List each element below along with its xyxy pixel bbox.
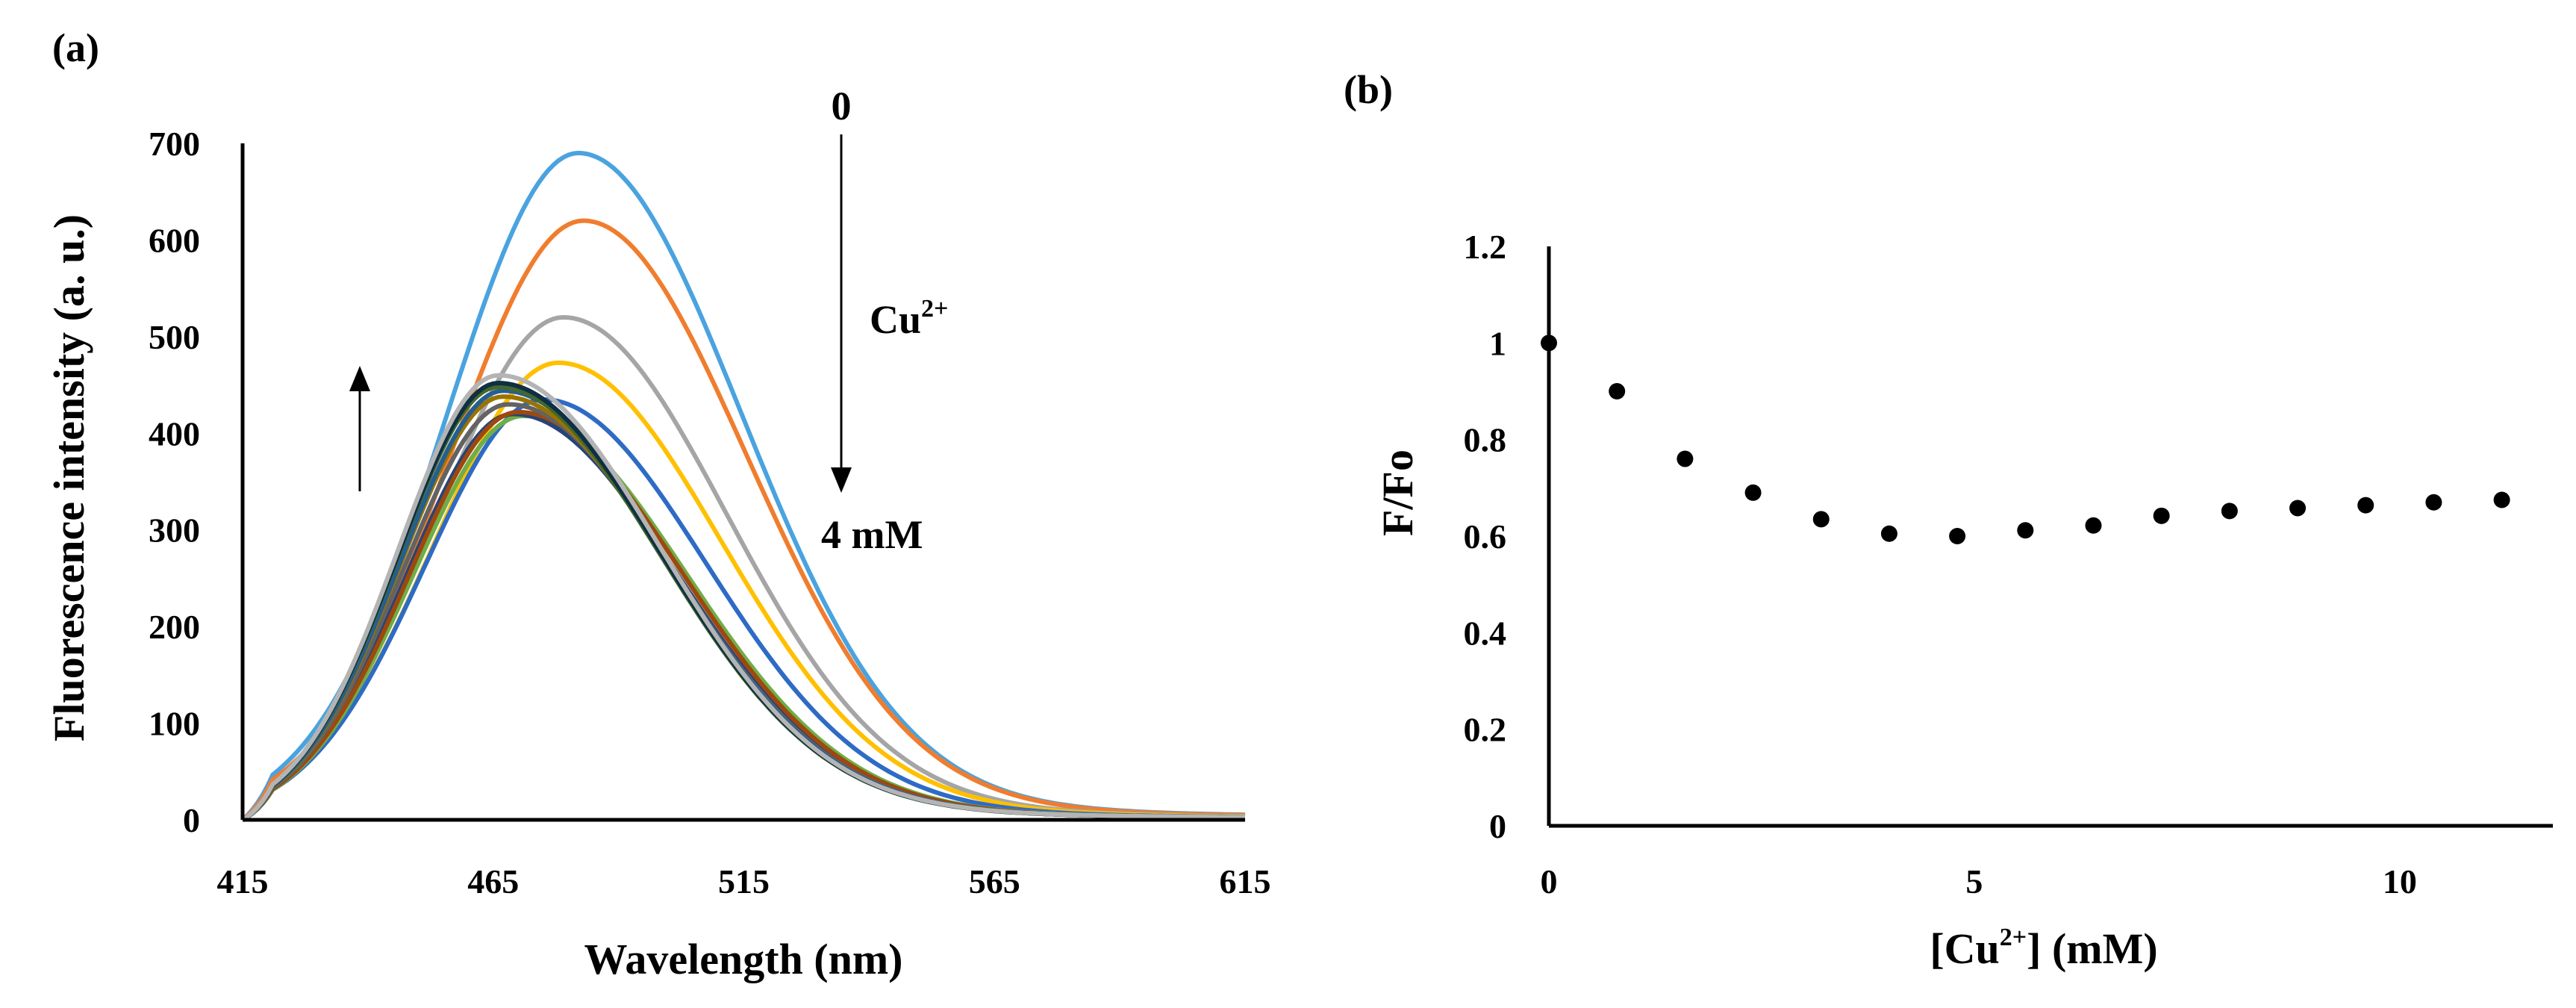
panel-b-x-label-sup: 2+ xyxy=(2000,924,2027,951)
panel-b-x-label-tail: ] (mM) xyxy=(2027,924,2158,973)
panel-a-y-tick-label: 600 xyxy=(149,221,200,259)
panel-b-y-tick-label: 1.2 xyxy=(1464,228,1507,266)
panel-b-y-ticks: 0 0.2 0.4 0.6 0.8 1 1.2 xyxy=(1464,228,1507,845)
panel-a-x-tick-label: 515 xyxy=(718,862,770,900)
panel-b-data-point xyxy=(1677,450,1694,467)
panel-a-y-tick-label: 300 xyxy=(149,511,200,550)
panel-a-y-ticks: 0 100 200 300 400 500 600 700 xyxy=(149,125,200,839)
panel-a-x-tick-label: 415 xyxy=(217,862,269,900)
panel-b-x-label-text: [Cu xyxy=(1930,924,1999,973)
panel-a-y-tick-label: 500 xyxy=(149,318,200,356)
panel-b-data-point xyxy=(2085,517,2102,534)
annotation-ion: Cu2+ xyxy=(870,295,948,342)
panel-a-y-tick-label: 700 xyxy=(149,125,200,163)
panel-a-series-line xyxy=(241,218,1246,822)
annotation-start-concentration: 0 xyxy=(832,84,852,128)
panel-b-x-tick-label: 5 xyxy=(1965,862,1983,900)
annotation-ion-symbol: Cu xyxy=(870,297,921,342)
panel-b-y-tick-label: 0 xyxy=(1489,807,1506,845)
annotation-end-concentration: 4 mM xyxy=(821,512,923,557)
panel-b: (b) 0 5 10 0 0.2 0.4 0.6 0.8 1 1.2 [Cu2+] (mM) F… xyxy=(1344,67,2553,973)
panel-b-x-ticks: 0 5 10 xyxy=(1541,862,2417,900)
panel-b-data-point xyxy=(1880,525,1897,542)
panel-b-data-point xyxy=(1744,484,1762,501)
panel-a-label: (a) xyxy=(52,25,99,70)
panel-b-data-point xyxy=(1609,383,1626,399)
panel-b-data-point xyxy=(2493,491,2510,508)
quench-arrow-head-icon xyxy=(831,467,852,493)
panel-b-data-point xyxy=(2153,507,2170,524)
panel-a-x-tick-label: 615 xyxy=(1220,862,1271,900)
panel-a-x-ticks: 415 465 515 565 615 xyxy=(217,862,1271,900)
annotation-ion-charge: 2+ xyxy=(921,295,948,323)
panel-a-y-tick-label: 200 xyxy=(149,608,200,646)
panel-a-y-tick-label: 400 xyxy=(149,414,200,452)
panel-b-data-point xyxy=(2221,503,2238,520)
panel-a-series-line xyxy=(240,150,1246,822)
panel-a-x-label: Wavelength (nm) xyxy=(584,935,903,983)
panel-a-y-label: Fluorescence intensity (a. u.) xyxy=(45,214,93,741)
panel-a-y-tick-label: 0 xyxy=(183,801,200,839)
panel-b-label: (b) xyxy=(1344,67,1393,112)
panel-b-y-tick-label: 1 xyxy=(1489,324,1506,362)
rise-arrow-head-icon xyxy=(349,366,370,391)
panel-b-x-tick-label: 0 xyxy=(1541,862,1558,900)
panel-a-x-tick-label: 565 xyxy=(969,862,1020,900)
panel-b-points xyxy=(1541,335,2510,544)
panel-a: (a) 415 465 515 565 615 0 100 200 300 400 500 600 7… xyxy=(45,25,1271,983)
panel-a-series-line xyxy=(241,409,1245,822)
panel-b-data-point xyxy=(2357,497,2374,514)
panel-b-data-point xyxy=(2425,494,2442,511)
panel-a-series-group xyxy=(240,150,1246,822)
panel-b-x-tick-label: 10 xyxy=(2383,862,2417,900)
panel-b-data-point xyxy=(1812,511,1830,528)
panel-b-y-tick-label: 0.4 xyxy=(1464,614,1507,652)
panel-b-y-tick-label: 0.2 xyxy=(1464,711,1507,749)
panel-b-x-label: [Cu2+] (mM) xyxy=(1930,924,2157,973)
panel-b-y-label: F/Fo xyxy=(1373,449,1422,536)
panel-b-data-point xyxy=(1541,335,1557,352)
panel-a-y-tick-label: 100 xyxy=(149,705,200,743)
panel-b-y-tick-label: 0.6 xyxy=(1464,517,1507,556)
panel-a-x-tick-label: 465 xyxy=(467,862,519,900)
panel-a-series-line xyxy=(241,373,1245,822)
panel-b-data-point xyxy=(2289,500,2307,517)
panel-b-data-point xyxy=(1949,528,1966,544)
panel-b-data-point xyxy=(2017,522,2034,539)
panel-b-y-tick-label: 0.8 xyxy=(1464,421,1507,459)
